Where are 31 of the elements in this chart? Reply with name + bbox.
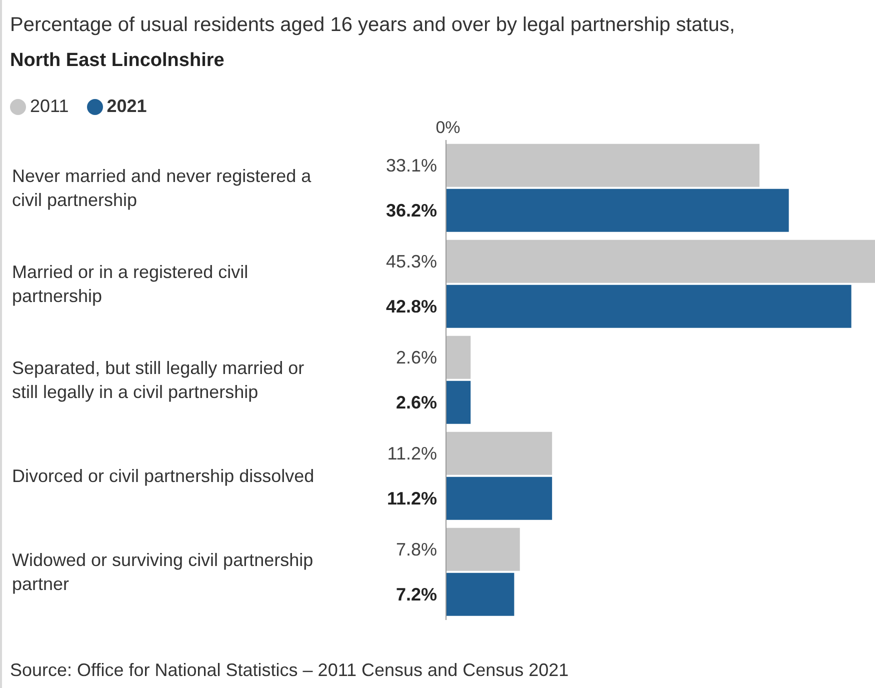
y-tick-label: Never married and never registered a civil partnership — [12, 166, 312, 210]
legend-label: 2011 — [30, 96, 69, 117]
y-tick-label: Separated, but still legally married or still legally in a civil partnership — [12, 358, 304, 402]
y-tick-label: Widowed or surviving civil partnership partner — [12, 550, 314, 594]
bar — [446, 476, 552, 520]
bar — [446, 240, 875, 283]
text: 0% — [436, 118, 460, 138]
text: North East Lincolnshire — [10, 50, 224, 72]
bar — [446, 284, 852, 328]
legend-label: 2021 — [106, 96, 147, 117]
bar — [446, 380, 471, 424]
data-label: 2.6% — [396, 347, 437, 368]
bar — [446, 432, 552, 475]
chart-title: Percentage of usual residents aged 16 years and over by legal partnership status, — [10, 14, 735, 37]
data-label: 42.8% — [386, 296, 437, 316]
bar — [446, 528, 520, 571]
bar — [446, 144, 760, 187]
data-label: 33.1% — [386, 155, 437, 176]
data-label: 36.2% — [386, 200, 437, 220]
data-label: 7.8% — [396, 539, 437, 560]
data-label: 2.6% — [396, 392, 437, 412]
bar — [446, 572, 514, 616]
data-label: 45.3% — [386, 251, 437, 272]
y-tick-label: Divorced or civil partnership dissolved — [12, 466, 314, 486]
data-label: 7.2% — [396, 584, 437, 604]
bar — [446, 336, 471, 379]
data-label: 11.2% — [386, 488, 437, 508]
bar — [446, 188, 789, 232]
source-note: Source: Office for National Statistics – 2011 Census and Census 2021 — [10, 660, 569, 681]
y-tick-label: Married or in a registered civil partnership — [12, 262, 248, 306]
data-label: 11.2% — [387, 443, 437, 464]
